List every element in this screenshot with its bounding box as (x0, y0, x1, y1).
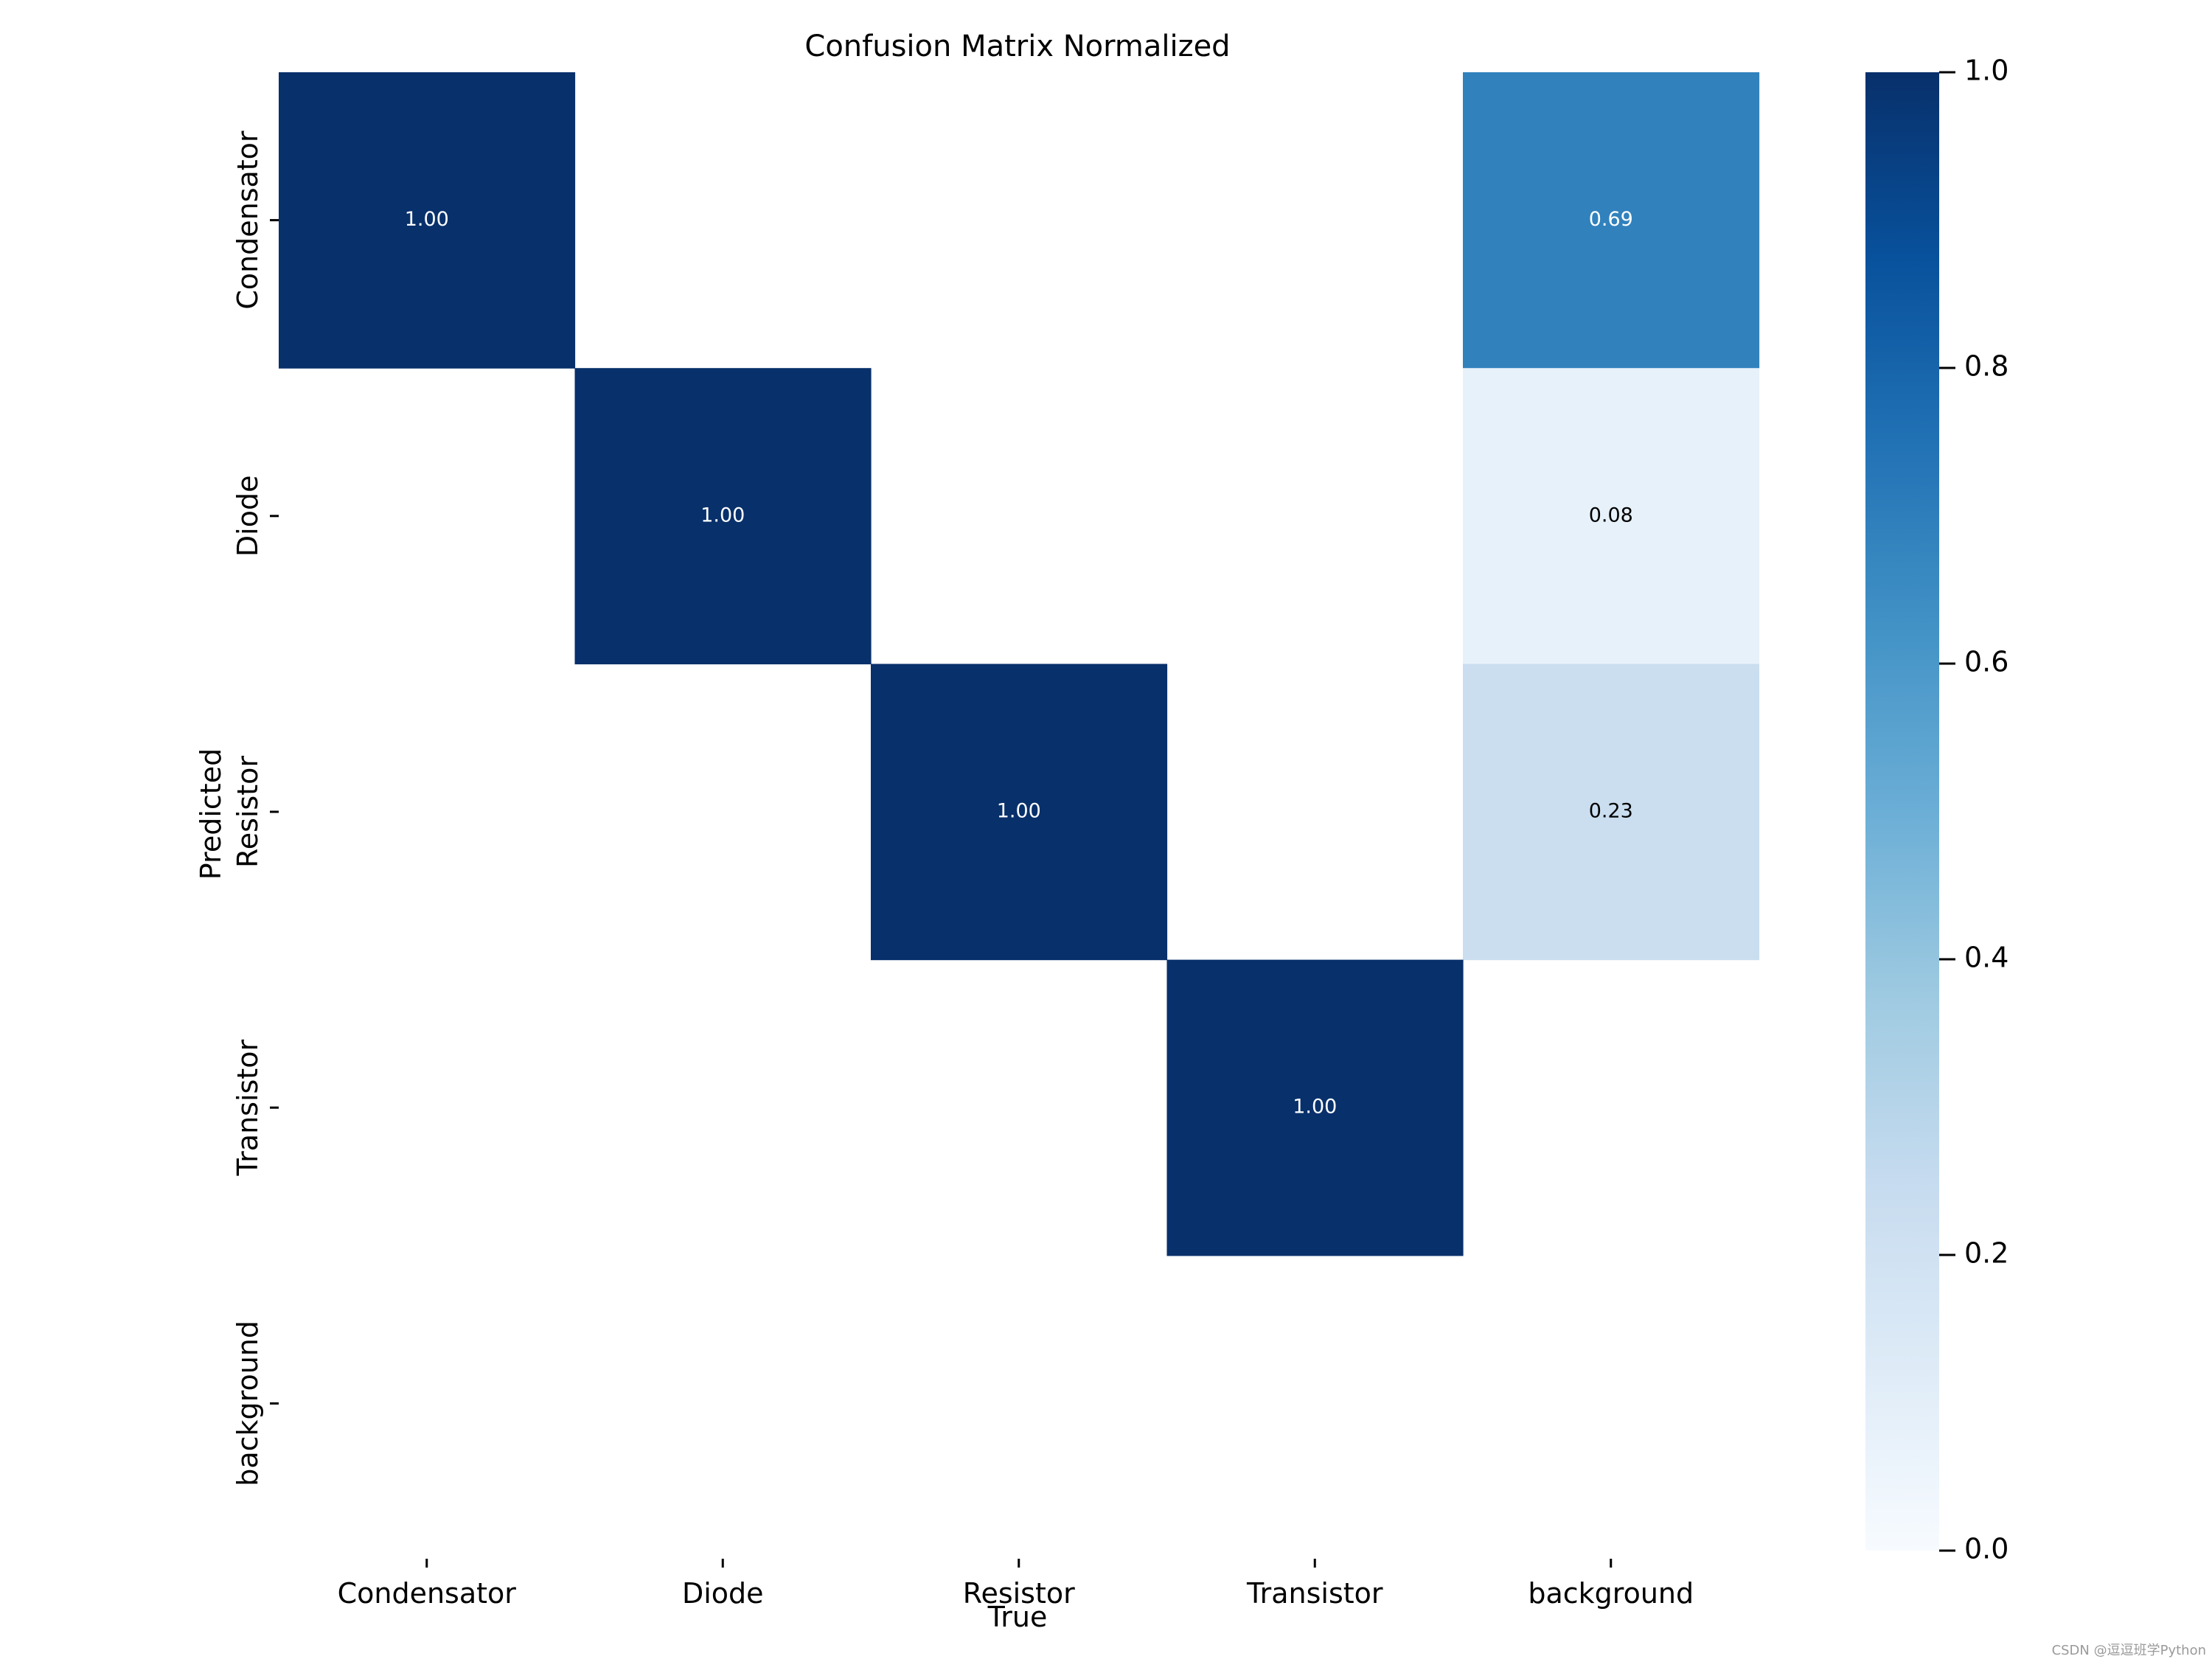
colorbar-tick-label: 0.2 (1964, 1237, 2008, 1270)
heatmap-cell-diode-diode (574, 368, 872, 664)
heatmap-cell-condensator-background (1463, 72, 1760, 369)
colorbar-tick-label: 0.6 (1964, 646, 2008, 678)
cell-value-label: 1.00 (700, 504, 745, 526)
cell-value-label: 0.08 (1589, 504, 1633, 526)
watermark: CSDN @逗逗班学Python (2052, 1643, 2206, 1658)
x-tick-label-condensator: Condensator (338, 1577, 517, 1610)
y-tick-label-diode: Diode (232, 476, 264, 557)
cell-value-label: 0.69 (1589, 208, 1633, 231)
y-axis-ticks: Condensator Diode Resistor Transistor backgr… (232, 131, 279, 1486)
colorbar-ticks: 0.0 0.2 0.4 0.6 0.8 1.0 (1939, 55, 2008, 1565)
y-tick-label-condensator: Condensator (232, 131, 264, 310)
colorbar-tick-label: 0.8 (1964, 350, 2008, 383)
cell-value-label: 1.00 (1293, 1096, 1337, 1119)
x-tick-label-transistor: Transistor (1246, 1577, 1383, 1610)
heatmap-cell-transistor-transistor (1166, 959, 1464, 1256)
cell-value-label: 1.00 (405, 208, 449, 231)
y-tick-label-background: background (232, 1321, 264, 1486)
heatmap-cell-condensator-condensator (279, 72, 576, 369)
x-tick-label-diode: Diode (682, 1577, 764, 1610)
cell-value-label: 0.23 (1589, 800, 1633, 823)
heatmap-cell-resistor-background (1463, 664, 1760, 961)
colorbar-tick-label: 1.0 (1964, 55, 2008, 87)
y-tick-label-resistor: Resistor (232, 756, 264, 868)
heatmap-cell-resistor-resistor (871, 664, 1168, 961)
colorbar-tick-label: 0.0 (1964, 1533, 2008, 1565)
x-axis-ticks: Condensator Diode Resistor Transistor backgr… (338, 1559, 1694, 1610)
x-tick-label-resistor: Resistor (963, 1577, 1075, 1610)
cell-value-label: 1.00 (997, 800, 1041, 823)
chart-title: Confusion Matrix Normalized (804, 29, 1230, 63)
colorbar (1865, 72, 1939, 1551)
x-axis-title: True (987, 1601, 1048, 1633)
heatmap-cell-diode-background (1463, 368, 1760, 664)
x-tick-label-background: background (1528, 1577, 1694, 1610)
y-tick-label-transistor: Transistor (232, 1040, 264, 1177)
y-axis-title: Predicted (195, 748, 227, 880)
heatmap-cells: 1.00 0.69 1.00 0.08 1.00 0.23 1.00 (279, 72, 1760, 1256)
colorbar-tick-label: 0.4 (1964, 942, 2008, 974)
